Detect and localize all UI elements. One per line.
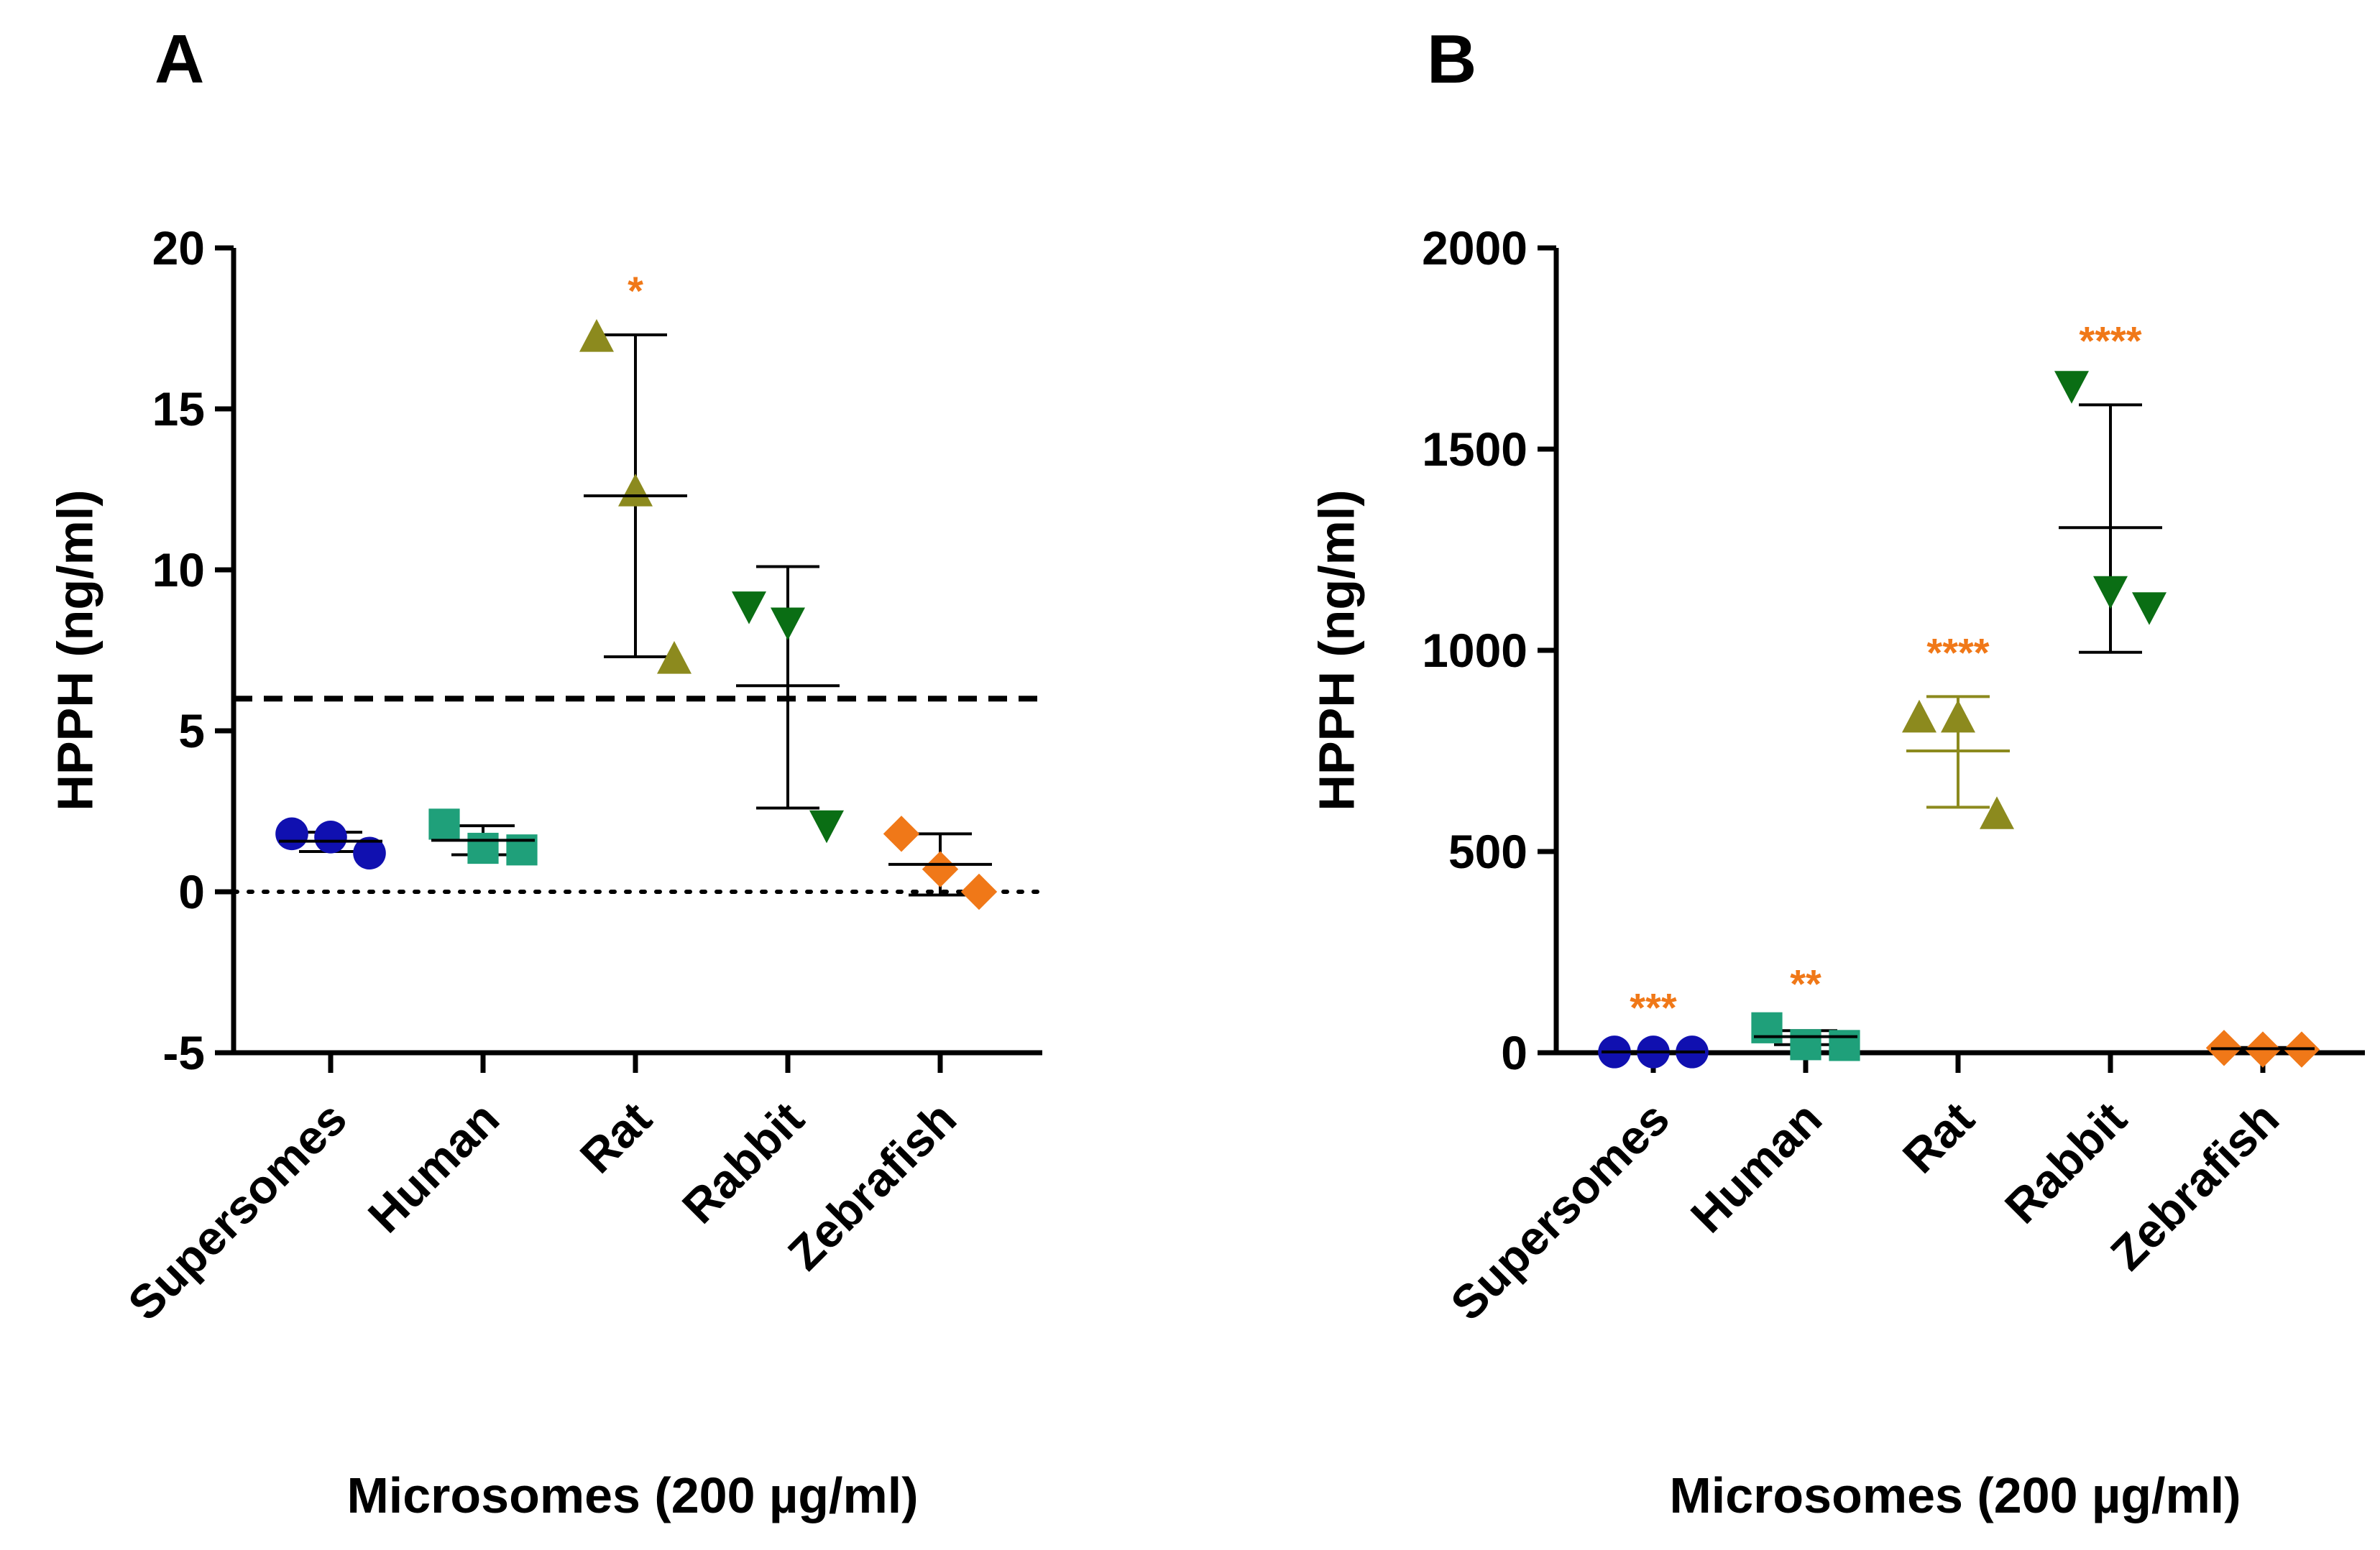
x-category-label: Rabbit — [1995, 1092, 2137, 1234]
y-tick-label: 2000 — [1422, 221, 1527, 275]
data-point — [809, 810, 844, 844]
y-tick-label: -5 — [162, 1026, 205, 1079]
panel-a-x-axis-title: Microsomes (200 µg/ml) — [346, 1467, 918, 1523]
data-point — [771, 607, 805, 641]
data-point — [1980, 796, 2014, 829]
data-point — [2132, 592, 2167, 625]
x-category-label: Rat — [1893, 1092, 1985, 1184]
data-point — [2093, 576, 2128, 609]
significance-marker: ** — [1790, 961, 1821, 1006]
x-category-label: Rat — [570, 1092, 662, 1184]
y-tick-label: 15 — [152, 382, 205, 435]
data-point — [353, 836, 386, 870]
panel-a: A HPPH (ng/ml) Microsomes (200 µg/ml) -5… — [47, 21, 1044, 1523]
data-point — [922, 851, 959, 887]
significance-marker: **** — [2079, 318, 2141, 363]
panel-a-plot: -5 0 5 10 15 20 Supersomes Human Rat RabbitZebraf… — [118, 221, 1044, 1330]
data-point — [1790, 1029, 1821, 1061]
significance-marker: * — [628, 268, 643, 313]
data-point — [1751, 1012, 1783, 1043]
x-category-label: Human — [358, 1092, 509, 1242]
y-tick-label: 500 — [1448, 825, 1527, 878]
data-point — [2054, 371, 2089, 404]
x-category-label: Zebrafish — [778, 1092, 966, 1280]
data-point — [1902, 699, 1936, 733]
data-point — [579, 319, 614, 352]
x-category-label: Human — [1681, 1092, 1832, 1242]
panel-b-label: B — [1427, 21, 1476, 98]
data-point — [1941, 699, 1975, 733]
data-point — [883, 816, 920, 852]
data-point — [732, 591, 766, 624]
y-tick-label: 0 — [178, 865, 205, 918]
data-point — [657, 641, 692, 674]
significance-marker: *** — [1630, 984, 1677, 1030]
x-category-label: Supersomes — [118, 1092, 357, 1330]
x-category-label: Rabbit — [672, 1092, 814, 1234]
data-point — [275, 817, 308, 851]
data-point — [618, 474, 653, 507]
panel-a-y-axis-title: HPPH (ng/ml) — [47, 489, 103, 811]
panel-b-plot: 0 500 1000 1500 2000 Supersomes Human Rat Rabbit… — [1422, 221, 2365, 1330]
data-point — [428, 808, 460, 840]
x-category-label: Supersomes — [1441, 1092, 1679, 1330]
data-point — [960, 873, 998, 910]
y-tick-label: 20 — [152, 221, 205, 275]
y-tick-label: 10 — [152, 543, 205, 596]
y-tick-label: 0 — [1501, 1026, 1527, 1079]
panel-b-y-axis-title: HPPH (ng/ml) — [1308, 489, 1364, 811]
y-tick-label: 1000 — [1422, 624, 1527, 677]
x-category-label: Zebrafish — [2100, 1092, 2289, 1280]
y-tick-label: 1500 — [1422, 423, 1527, 476]
significance-marker: **** — [1926, 629, 1989, 675]
data-point — [314, 821, 347, 854]
panel-b-x-axis-title: Microsomes (200 µg/ml) — [1669, 1467, 2241, 1523]
y-tick-label: 5 — [178, 704, 205, 757]
panel-b: B HPPH (ng/ml) Microsomes (200 µg/ml) 0 5… — [1308, 21, 2365, 1523]
data-point — [1829, 1030, 1860, 1061]
panel-a-label: A — [155, 21, 204, 98]
data-point — [467, 832, 499, 864]
